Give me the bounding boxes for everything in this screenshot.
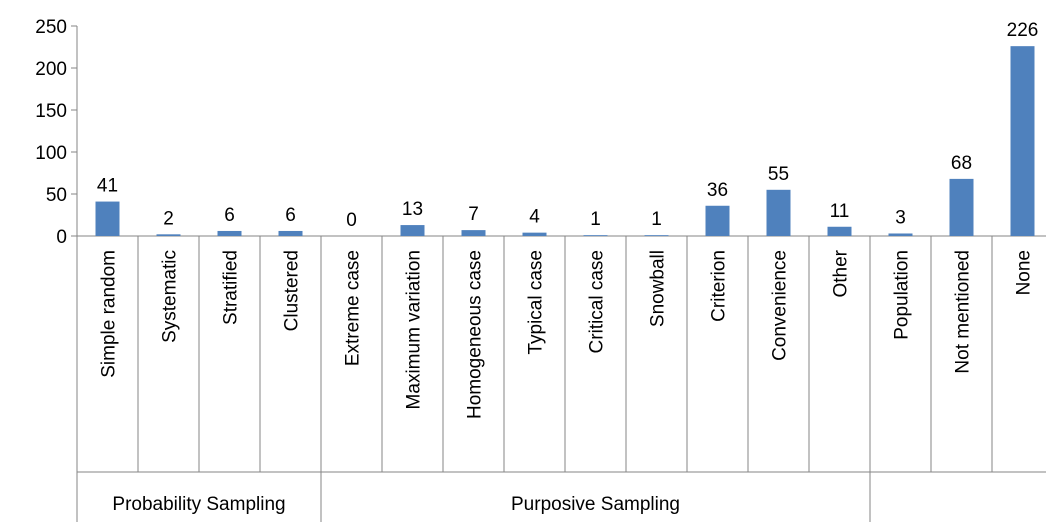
y-tick-label: 200	[35, 59, 67, 80]
data-label: 4	[529, 207, 540, 228]
data-label: 1	[590, 209, 601, 230]
data-label: 55	[768, 164, 789, 185]
bar	[217, 230, 242, 236]
y-tick-label: 250	[35, 17, 67, 38]
bar	[1010, 46, 1035, 236]
bar	[766, 189, 791, 236]
category-label: Critical case	[587, 250, 608, 353]
data-label: 3	[895, 207, 906, 228]
category-label: Other	[831, 249, 852, 297]
category-label: None	[1014, 250, 1035, 295]
category-label: Clustered	[282, 250, 303, 331]
category-label: Homogeneous case	[465, 250, 486, 419]
category-label: Typical case	[526, 250, 547, 355]
group-label: Purposive Sampling	[511, 494, 680, 515]
bar	[949, 178, 974, 236]
data-label: 6	[224, 205, 235, 226]
y-tick-label: 150	[35, 101, 67, 122]
category-label: Population	[892, 250, 913, 340]
data-label: 7	[468, 204, 479, 225]
bar	[644, 235, 669, 236]
category-label: Not mentioned	[953, 250, 974, 374]
data-label: 226	[1007, 20, 1039, 41]
bar	[156, 234, 181, 236]
data-label: 11	[830, 201, 850, 222]
data-label: 13	[402, 199, 423, 220]
category-label: Systematic	[160, 250, 181, 343]
category-label: Snowball	[648, 250, 669, 327]
category-label: Convenience	[770, 250, 791, 361]
bar	[827, 226, 852, 236]
bar	[461, 230, 486, 236]
bar	[400, 225, 425, 236]
bar	[95, 201, 120, 236]
data-label: 2	[163, 208, 174, 229]
bar	[888, 233, 913, 236]
data-label: 6	[285, 205, 296, 226]
category-label: Criterion	[709, 250, 730, 322]
category-label: Stratified	[221, 250, 242, 325]
bar	[522, 232, 547, 236]
category-label: Maximum variation	[404, 250, 425, 409]
bar	[278, 230, 303, 236]
data-label: 0	[346, 210, 357, 231]
axes	[71, 25, 1046, 522]
bar	[705, 205, 730, 236]
category-label: Simple random	[99, 250, 120, 378]
y-tick-label: 100	[35, 143, 67, 164]
data-label: 41	[97, 176, 118, 197]
category-label: Extreme case	[343, 250, 364, 366]
data-label: 36	[707, 180, 728, 201]
bar	[583, 235, 608, 236]
group-label: Probability Sampling	[112, 494, 285, 515]
bars	[95, 46, 1035, 236]
y-tick-label: 50	[46, 185, 67, 206]
y-tick-label: 0	[56, 227, 67, 248]
data-label: 68	[951, 153, 972, 174]
data-label: 1	[651, 209, 662, 230]
